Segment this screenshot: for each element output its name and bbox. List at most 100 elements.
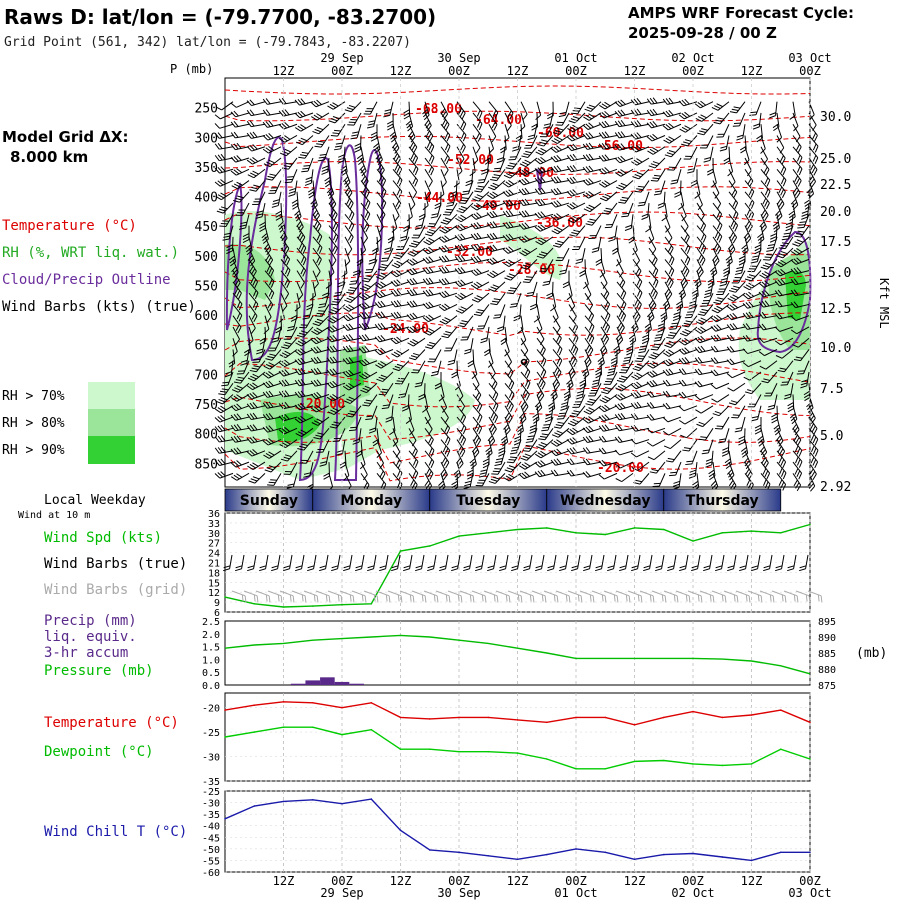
- barb-flag: [556, 145, 563, 151]
- barb-flag: [262, 121, 268, 128]
- barb-staff: [808, 135, 819, 147]
- barb-staff: [556, 146, 570, 153]
- barb-flag: [598, 122, 604, 128]
- barb-flag: [246, 159, 253, 165]
- top-date-labels: 29 Sep 30 Sep 01 Oct 02 Oct 03 Oct: [320, 51, 831, 65]
- barb-flag: [295, 127, 302, 132]
- wind-barb: [488, 180, 506, 191]
- wind-barb: [298, 146, 314, 159]
- barb-flag: [750, 111, 758, 114]
- barb-flag: [782, 168, 787, 176]
- station-title: Raws D: lat/lon = (-79.7700, -83.2700): [4, 5, 436, 29]
- barb-flag: [678, 100, 684, 107]
- wind-barb: [599, 101, 618, 110]
- barb-flag: [681, 126, 689, 131]
- barb-flag: [445, 157, 450, 165]
- barb-flag: [496, 157, 504, 161]
- barb-flag: [585, 132, 591, 139]
- barb-staff: [587, 123, 602, 130]
- barb-flag: [633, 98, 639, 105]
- barb-flag: [588, 122, 594, 128]
- wind-barb: [744, 157, 752, 177]
- barb-staff: [328, 180, 335, 194]
- barb-flag: [378, 175, 383, 182]
- barb-flag: [614, 157, 621, 164]
- wind-barb: [360, 180, 370, 198]
- barb-flag: [730, 181, 736, 188]
- wind-barb: [582, 142, 602, 150]
- grid-point-info: Grid Point (561, 342) lat/lon = (-79.784…: [4, 35, 411, 50]
- barb-flag: [522, 161, 529, 166]
- wind-barb: [296, 135, 314, 146]
- wind-barb: [752, 112, 762, 130]
- barb-flag: [719, 148, 727, 152]
- barb-flag: [681, 113, 688, 119]
- barb-flag: [430, 168, 435, 176]
- barb-flag: [652, 97, 658, 104]
- barb-staff: [776, 112, 780, 127]
- barb-flag: [750, 191, 755, 198]
- barb-flag: [305, 179, 312, 183]
- barb-staff: [472, 123, 482, 136]
- barb-flag: [330, 134, 338, 137]
- barb-flag: [269, 173, 277, 176]
- barb-flag: [407, 126, 413, 132]
- barb-flag: [636, 132, 642, 138]
- barb-flag: [636, 98, 642, 104]
- barb-flag: [509, 112, 514, 120]
- top-date-label: 30 Sep: [437, 51, 480, 65]
- top-hour-label: 00Z: [682, 64, 704, 78]
- barb-flag: [262, 109, 268, 116]
- wind-barb: [424, 146, 435, 164]
- barb-staff: [392, 180, 403, 192]
- barb-flag: [699, 147, 707, 149]
- barb-flag: [475, 147, 481, 154]
- barb-flag: [523, 153, 531, 156]
- barb-flag: [380, 188, 385, 196]
- barb-flag: [265, 109, 271, 116]
- barb-flag: [249, 145, 255, 151]
- barb-flag: [477, 185, 485, 188]
- barb-staff: [408, 157, 419, 170]
- barb-flag: [620, 109, 626, 116]
- barb-flag: [704, 157, 711, 160]
- barb-flag: [367, 123, 375, 126]
- wind-barb: [662, 109, 682, 118]
- barb-staff: [539, 168, 554, 174]
- barb-flag: [300, 98, 306, 104]
- barb-flag: [518, 171, 525, 177]
- wind-barb: [769, 101, 778, 119]
- barb-flag: [524, 159, 531, 164]
- barb-flag: [459, 110, 464, 117]
- barb-flag: [569, 154, 575, 161]
- barb-flag: [214, 114, 221, 120]
- barb-flag: [684, 98, 690, 105]
- barb-staff: [251, 123, 266, 128]
- barb-flag: [632, 176, 639, 180]
- barb-staff: [635, 112, 650, 116]
- barb-flag: [449, 194, 457, 198]
- barb-staff: [520, 101, 528, 115]
- barb-flag: [412, 166, 417, 173]
- wind-barb: [760, 146, 769, 165]
- wind-barb: [321, 157, 330, 175]
- barb-flag: [736, 134, 744, 138]
- barb-flag: [478, 179, 486, 181]
- barb-flag: [394, 147, 400, 154]
- barb-staff: [684, 112, 698, 120]
- wind-barb: [550, 145, 570, 153]
- barb-flag: [363, 113, 371, 115]
- barb-flag: [230, 144, 236, 150]
- barb-flag: [604, 101, 611, 107]
- barb-flag: [477, 181, 485, 184]
- barb-flag: [265, 178, 273, 181]
- wind-barb: [749, 101, 762, 116]
- barb-flag: [620, 131, 626, 138]
- barb-flag: [797, 146, 802, 154]
- barb-flag: [285, 162, 293, 165]
- barb-flag: [313, 114, 320, 120]
- wind-barb: [383, 101, 394, 118]
- temperature-contour-label: -24.00: [382, 322, 429, 337]
- barb-staff: [253, 168, 266, 179]
- barb-staff: [285, 146, 298, 157]
